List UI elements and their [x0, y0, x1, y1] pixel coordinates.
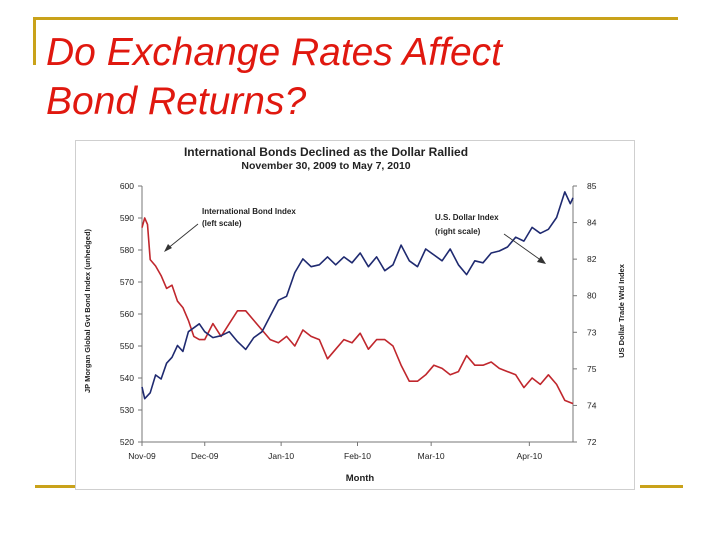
chart-frame: International Bonds Declined as the Doll… — [75, 140, 635, 490]
annotation-bond-index-scale: (left scale) — [202, 219, 242, 228]
chart-title: International Bonds Declined as the Doll… — [184, 145, 468, 159]
right-axis-tick-label: 72 — [587, 437, 597, 447]
chart-subtitle: November 30, 2009 to May 7, 2010 — [241, 160, 410, 172]
x-axis-title: Month — [346, 473, 375, 484]
annotation-dollar-index-arrow — [503, 233, 543, 262]
x-axis-tick-label: Feb-10 — [344, 451, 371, 461]
annotation-dollar-index-label: U.S. Dollar Index — [435, 213, 499, 222]
left-axis-tick-label: 520 — [120, 437, 134, 447]
series-line-u-s-dollar-index — [141, 191, 574, 400]
annotation-dollar-index: U.S. Dollar Index (right scale) — [435, 213, 546, 264]
annotation-bond-index-arrowhead — [164, 244, 172, 252]
right-axis-ticks: 72 74 75 73 80 82 84 85 — [573, 181, 597, 447]
right-axis-tick-label: 73 — [587, 327, 597, 337]
chart: International Bonds Declined as the Doll… — [83, 145, 626, 484]
bottom-accent-line-right — [640, 485, 683, 488]
left-axis-title: JP Morgan Global Gvt Bond Index (unhedge… — [83, 228, 92, 393]
left-axis-tick-label: 550 — [120, 341, 134, 351]
left-axis-tick-label: 570 — [120, 277, 134, 287]
left-axis-tick-label: 530 — [120, 405, 134, 415]
x-axis-tick-label: Mar-10 — [418, 451, 445, 461]
right-axis-tick-label: 85 — [587, 181, 597, 191]
left-axis-tick-label: 540 — [120, 373, 134, 383]
series-line-international-bond-index — [141, 217, 574, 405]
right-axis-title: US Dollar Trade Wtd Index — [617, 263, 626, 358]
annotation-dollar-index-scale: (right scale) — [435, 227, 481, 236]
left-axis-tick-label: 600 — [120, 181, 134, 191]
annotation-dollar-index-arrowhead — [537, 256, 546, 264]
x-axis-tick-label: Jan-10 — [268, 451, 294, 461]
left-axis-tick-label: 560 — [120, 309, 134, 319]
right-axis-tick-label: 84 — [587, 218, 597, 228]
right-axis-tick-label: 75 — [587, 364, 597, 374]
right-axis-tick-label: 74 — [587, 400, 597, 410]
x-axis-tick-label: Apr-10 — [517, 451, 543, 461]
x-axis-tick-label: Nov-09 — [128, 451, 156, 461]
series-layer — [141, 191, 574, 405]
left-axis-ticks: 520 530 540 550 560 570 580 590 600 — [120, 181, 142, 447]
top-accent-line — [33, 17, 678, 20]
right-axis-tick-label: 80 — [587, 291, 597, 301]
x-axis-ticks: Nov-09 Dec-09 Jan-10 Feb-10 Mar-10 Apr-10 — [128, 442, 542, 461]
bottom-accent-line-left — [35, 485, 75, 488]
left-axis-tick-label: 590 — [120, 213, 134, 223]
annotation-bond-index: International Bond Index (left scale) — [164, 207, 296, 252]
left-accent-line — [33, 17, 36, 65]
annotation-bond-index-arrow — [166, 223, 199, 250]
right-axis-tick-label: 82 — [587, 254, 597, 264]
left-axis-tick-label: 580 — [120, 245, 134, 255]
annotation-bond-index-label: International Bond Index — [202, 207, 296, 216]
slide-title: Do Exchange Rates Affect Bond Returns? — [46, 31, 502, 123]
x-axis-tick-label: Dec-09 — [191, 451, 219, 461]
